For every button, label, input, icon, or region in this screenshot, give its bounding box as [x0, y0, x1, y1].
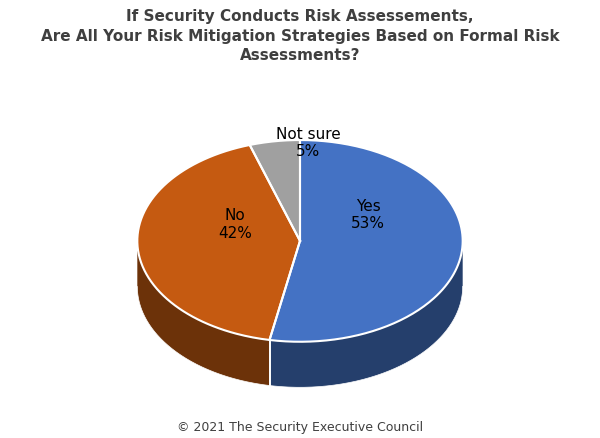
Polygon shape: [269, 140, 463, 342]
Text: No
42%: No 42%: [218, 208, 252, 241]
Polygon shape: [269, 241, 463, 387]
Polygon shape: [137, 145, 300, 340]
Polygon shape: [250, 140, 300, 241]
Text: © 2021 The Security Executive Council: © 2021 The Security Executive Council: [177, 420, 423, 434]
Text: If Security Conducts Risk Assessements,
Are All Your Risk Mitigation Strategies : If Security Conducts Risk Assessements, …: [41, 9, 559, 64]
Text: Yes
53%: Yes 53%: [352, 199, 385, 231]
Text: Not sure
5%: Not sure 5%: [276, 127, 341, 159]
Polygon shape: [137, 241, 269, 385]
